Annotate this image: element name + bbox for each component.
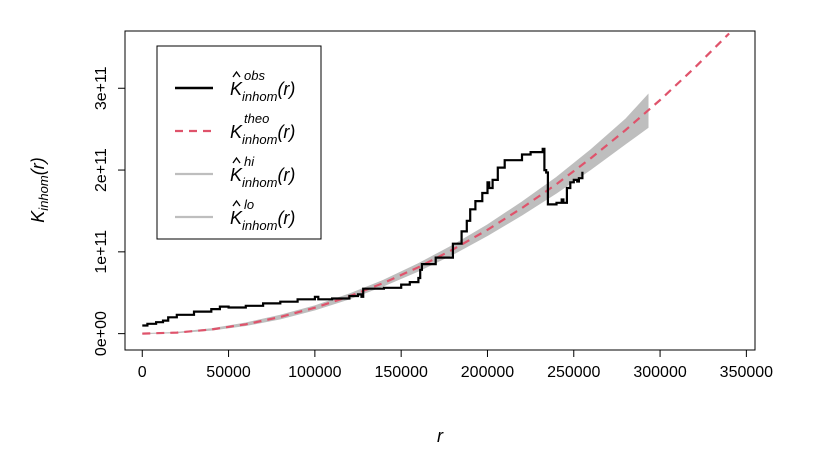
x-tick-label: 0 <box>138 364 147 381</box>
y-tick-label: 2e+11 <box>93 148 110 192</box>
y-axis-title-main: K <box>28 210 48 223</box>
legend-label-obs: Kinhom(r) <box>230 79 295 104</box>
x-tick-label: 100000 <box>288 364 341 381</box>
legend-arg: (r) <box>277 208 295 228</box>
y-axis-title-sub: inhom <box>36 175 51 211</box>
legend-sup-hi: hi <box>244 154 255 169</box>
legend-label-theo: Kinhom(r) <box>230 122 295 147</box>
x-tick-label: 300000 <box>633 364 686 381</box>
legend-sub: inhom <box>242 89 278 104</box>
legend-label-lo: Kinhom(r) <box>230 208 295 233</box>
y-axis: 0e+00 1e+11 2e+11 3e+11 <box>93 66 126 356</box>
x-axis-title: r <box>437 426 444 446</box>
legend-base: K <box>230 165 243 185</box>
legend-box <box>156 45 322 240</box>
y-axis-title: Kinhom(r) <box>28 157 51 222</box>
y-tick-label: 3e+11 <box>93 66 110 110</box>
obs-line <box>142 147 584 327</box>
y-tick-label: 0e+00 <box>93 311 110 356</box>
legend-hat-lo <box>232 199 241 207</box>
legend-label-hi: Kinhom(r) <box>230 165 295 190</box>
legend-arg: (r) <box>277 122 295 142</box>
legend-base: K <box>230 122 243 142</box>
legend-sup-obs: obs <box>244 68 265 83</box>
legend-base: K <box>230 79 243 99</box>
legend-sub: inhom <box>242 175 278 190</box>
theo-line <box>142 32 730 335</box>
legend-sup-theo: theo <box>244 111 269 126</box>
x-tick-label: 50000 <box>206 364 251 381</box>
x-tick-label: 200000 <box>461 364 514 381</box>
legend-arg: (r) <box>277 165 295 185</box>
obs-layer <box>142 147 584 327</box>
x-tick-label: 250000 <box>547 364 600 381</box>
legend: Kinhom(r)obsKinhom(r)theoKinhom(r)hiKinh… <box>156 45 322 240</box>
legend-sub: inhom <box>242 218 278 233</box>
x-tick-label: 150000 <box>374 364 427 381</box>
legend-sub: inhom <box>242 132 278 147</box>
legend-base: K <box>230 208 243 228</box>
theo-layer <box>142 32 730 335</box>
x-tick-label: 350000 <box>720 364 773 381</box>
y-axis-title-arg: (r) <box>28 157 48 175</box>
legend-hat-hi <box>232 156 241 164</box>
y-tick-label: 1e+11 <box>93 230 110 274</box>
legend-items: Kinhom(r)obsKinhom(r)theoKinhom(r)hiKinh… <box>175 68 295 233</box>
legend-arg: (r) <box>277 79 295 99</box>
legend-hat-obs <box>232 70 241 78</box>
legend-sup-lo: lo <box>244 197 254 212</box>
x-axis: 0 50000 100000 150000 200000 250000 300000 3500… <box>138 349 773 381</box>
